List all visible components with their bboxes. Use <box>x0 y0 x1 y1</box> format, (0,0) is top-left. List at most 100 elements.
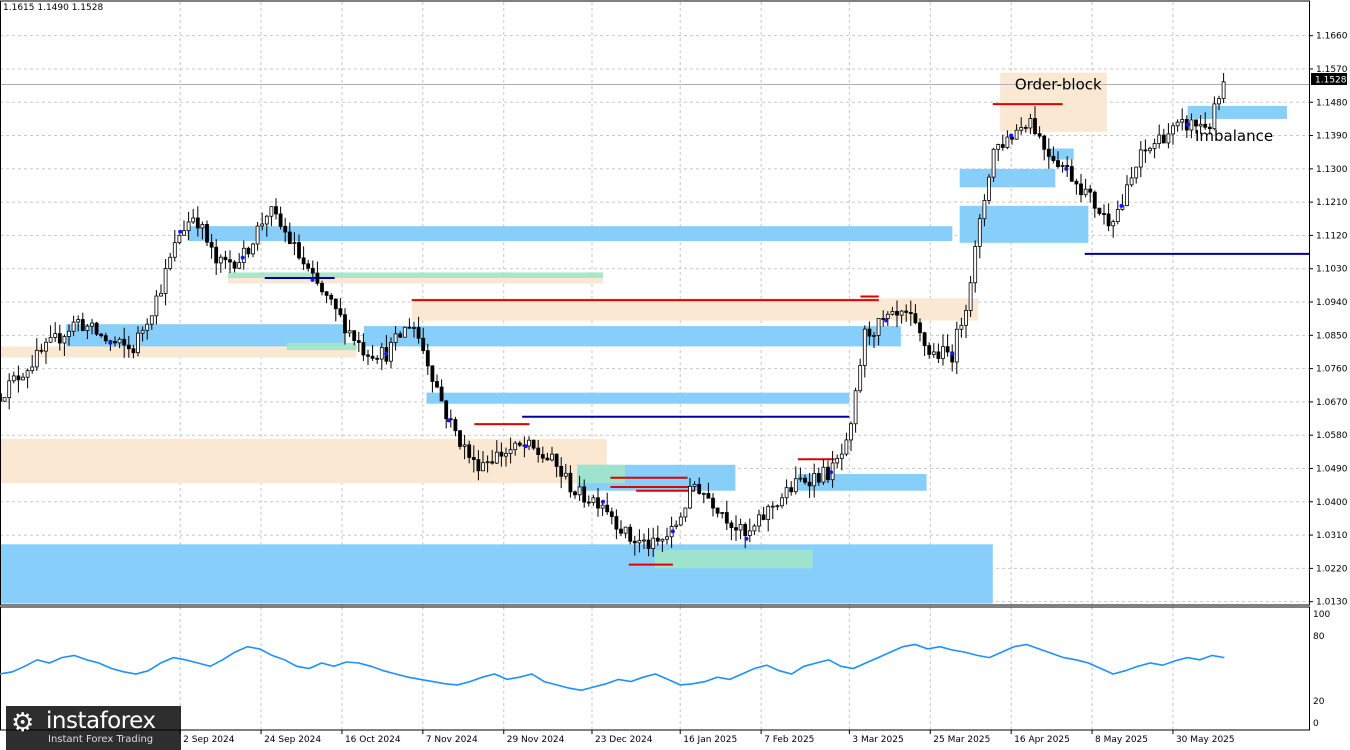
candle-body <box>766 506 771 520</box>
candle-body <box>885 313 890 319</box>
brand-name: instaforex <box>46 708 156 734</box>
candle-body <box>918 322 922 334</box>
candle-body <box>1111 221 1116 227</box>
candle-body <box>1148 147 1152 152</box>
price-tick-label: 1.1660 <box>1316 32 1348 42</box>
candle-body <box>623 526 628 534</box>
candle-body <box>462 444 467 447</box>
swing-marker <box>884 318 889 323</box>
oscillator-panel: 100 80 20 0 <box>0 610 1330 729</box>
price-tick-label: 1.0130 <box>1316 598 1348 608</box>
candle-body <box>862 328 867 366</box>
candle-body <box>540 454 545 459</box>
candle-body <box>1194 119 1198 127</box>
instaforex-watermark: ⚙ instaforex Instant Forex Trading <box>6 706 181 750</box>
price-tick-label: 1.1570 <box>1316 65 1348 75</box>
candle-body <box>692 483 697 487</box>
price-tick-label: 1.0850 <box>1316 331 1348 341</box>
candle-body <box>154 295 159 317</box>
candle-body <box>752 525 757 532</box>
candle-body <box>724 512 729 524</box>
candle-body <box>1217 98 1221 105</box>
candle-body <box>697 483 702 494</box>
price-tick-label: 1.0490 <box>1316 464 1348 474</box>
candle-body <box>90 322 94 327</box>
order-block-zone <box>1000 72 1107 132</box>
candle-body <box>131 348 136 354</box>
candle-body <box>379 346 384 360</box>
order-block-zone <box>227 276 604 284</box>
candle-body <box>251 243 255 255</box>
candle-body <box>48 336 53 343</box>
candle-body <box>531 439 536 449</box>
candle-body <box>872 334 876 337</box>
candle-body <box>145 323 150 331</box>
candle-body <box>30 366 35 372</box>
candle-body <box>1033 118 1037 135</box>
candle-body <box>136 332 140 354</box>
candle-body <box>375 357 380 360</box>
candle-body <box>775 505 780 508</box>
candle-body <box>1207 126 1212 130</box>
candle-body <box>688 485 692 509</box>
candle-body <box>2 397 7 402</box>
candle-body <box>959 324 964 330</box>
candle-body <box>968 282 973 311</box>
date-tick-label: 16 Apr 2025 <box>1014 735 1070 745</box>
candle-body <box>1014 129 1019 140</box>
candle-body <box>770 505 775 508</box>
candle-body <box>816 473 821 483</box>
candle-body <box>780 497 784 507</box>
price-tick-label: 1.1210 <box>1316 198 1348 208</box>
candle-body <box>807 481 812 487</box>
candle-body <box>927 345 932 355</box>
candle-body <box>867 328 872 337</box>
candle-body <box>218 256 223 264</box>
candle-body <box>545 457 550 461</box>
candles <box>0 73 1226 557</box>
imbalance-zone <box>66 324 346 347</box>
current-price-label: 1.1528 <box>1315 76 1347 86</box>
candle-body <box>899 310 904 316</box>
candle-body <box>1129 177 1134 186</box>
candle-body <box>241 247 246 263</box>
candle-body <box>890 311 895 315</box>
swing-marker <box>744 536 749 541</box>
candle-body <box>586 501 591 504</box>
candle-body <box>177 234 182 244</box>
candle-body <box>596 497 600 509</box>
candle-body <box>568 472 573 493</box>
date-tick-label: 25 Mar 2025 <box>933 735 990 745</box>
candle-body <box>849 423 853 441</box>
candle-body <box>11 375 16 382</box>
candle-body <box>7 380 12 399</box>
candle-body <box>458 430 462 447</box>
candle-body <box>632 540 637 544</box>
candle-body <box>563 472 568 477</box>
candle-body <box>1023 126 1028 129</box>
price-tick-label: 1.1480 <box>1316 98 1348 108</box>
candle-body <box>94 322 99 335</box>
candle-body <box>370 355 375 359</box>
candle-body <box>922 332 927 347</box>
candle-body <box>931 351 936 355</box>
candle-body <box>991 148 996 178</box>
candle-body <box>913 313 918 324</box>
candle-body <box>757 514 761 527</box>
candle-body <box>315 272 320 284</box>
candle-body <box>366 354 370 357</box>
candle-body <box>324 291 329 296</box>
mitigated-zone <box>654 549 813 569</box>
price-tick-label: 1.0760 <box>1316 365 1348 375</box>
candle-body <box>361 342 366 356</box>
swing-marker <box>178 229 183 234</box>
candle-body <box>1079 183 1083 196</box>
candle-body <box>71 321 76 332</box>
candle-body <box>1134 166 1139 179</box>
candle-body <box>628 526 633 542</box>
candle-body <box>99 333 104 337</box>
candle-body <box>973 246 978 284</box>
imbalance-zone <box>1187 105 1287 119</box>
